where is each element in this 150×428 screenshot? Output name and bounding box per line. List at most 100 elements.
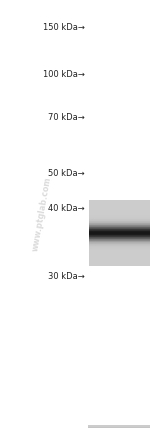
Bar xyxy=(88,425,150,427)
Bar xyxy=(88,426,150,428)
Bar xyxy=(88,426,150,428)
Bar xyxy=(88,425,150,427)
Bar xyxy=(88,261,150,262)
Bar xyxy=(88,425,150,427)
Bar xyxy=(88,425,150,427)
Bar xyxy=(88,425,150,427)
Bar xyxy=(88,425,150,427)
Bar xyxy=(88,425,150,427)
Text: www.ptglab.com: www.ptglab.com xyxy=(31,176,53,252)
Bar xyxy=(88,426,150,428)
Bar xyxy=(88,230,150,231)
Bar xyxy=(88,425,150,427)
Bar xyxy=(88,426,150,427)
Bar xyxy=(88,425,150,427)
Bar xyxy=(88,426,150,427)
Bar xyxy=(88,251,150,252)
Bar xyxy=(88,426,150,428)
Bar xyxy=(88,219,150,220)
Bar xyxy=(88,212,150,213)
Bar xyxy=(88,426,150,427)
Bar xyxy=(88,243,150,244)
Bar xyxy=(88,425,150,427)
Bar xyxy=(88,425,150,427)
Bar xyxy=(88,426,150,428)
Bar xyxy=(88,425,150,427)
Bar xyxy=(88,426,150,428)
Bar xyxy=(88,426,150,427)
Bar xyxy=(88,426,150,428)
Bar xyxy=(88,426,150,427)
Bar xyxy=(88,425,150,427)
Bar xyxy=(88,426,150,427)
Bar xyxy=(88,425,150,427)
Bar xyxy=(88,426,150,428)
Bar xyxy=(88,426,150,427)
Bar xyxy=(88,244,150,245)
Bar xyxy=(88,426,150,428)
Bar xyxy=(88,425,150,427)
Bar xyxy=(88,426,150,428)
Bar xyxy=(88,426,150,428)
Bar xyxy=(88,426,150,427)
Bar xyxy=(88,426,150,428)
Bar xyxy=(88,425,150,427)
Bar xyxy=(88,425,150,427)
Bar xyxy=(88,254,150,255)
Bar xyxy=(88,425,150,427)
Bar xyxy=(88,425,150,427)
Bar xyxy=(88,425,150,427)
Bar xyxy=(88,426,150,428)
Bar xyxy=(88,425,150,427)
Bar xyxy=(88,425,150,427)
Bar xyxy=(88,427,150,428)
Bar xyxy=(88,425,150,427)
Bar xyxy=(88,426,150,428)
Bar xyxy=(88,426,150,427)
Bar xyxy=(88,245,150,246)
Bar xyxy=(88,425,150,427)
Bar xyxy=(88,425,150,427)
Bar xyxy=(88,425,150,427)
Bar xyxy=(88,425,150,427)
Bar xyxy=(88,426,150,428)
Bar xyxy=(88,425,150,427)
Bar xyxy=(88,426,150,428)
Bar xyxy=(88,426,150,428)
Bar xyxy=(88,427,150,428)
Bar xyxy=(88,425,150,427)
Bar xyxy=(88,426,150,428)
Bar xyxy=(88,426,150,427)
Bar xyxy=(88,425,150,427)
Bar xyxy=(88,425,150,427)
Bar xyxy=(88,426,150,428)
Bar xyxy=(88,427,150,428)
Bar xyxy=(88,425,150,427)
Bar xyxy=(88,426,150,428)
Bar xyxy=(88,426,150,428)
Bar xyxy=(88,249,150,250)
Bar xyxy=(88,426,150,428)
Bar xyxy=(88,248,150,249)
Bar xyxy=(88,426,150,428)
Bar xyxy=(88,426,150,428)
Bar xyxy=(88,426,150,428)
Bar xyxy=(88,226,150,227)
Bar xyxy=(88,426,150,428)
Bar xyxy=(88,426,150,428)
Bar xyxy=(88,426,150,427)
Bar xyxy=(88,425,150,427)
Bar xyxy=(88,255,150,256)
Bar xyxy=(88,426,150,427)
Bar xyxy=(88,426,150,427)
Bar xyxy=(88,426,150,428)
Bar xyxy=(88,427,150,428)
Bar xyxy=(88,262,150,263)
Bar xyxy=(88,425,150,427)
Bar xyxy=(88,425,150,427)
Bar xyxy=(88,425,150,427)
Bar xyxy=(88,425,150,427)
Bar xyxy=(88,426,150,428)
Bar xyxy=(88,426,150,428)
Bar xyxy=(88,425,150,427)
